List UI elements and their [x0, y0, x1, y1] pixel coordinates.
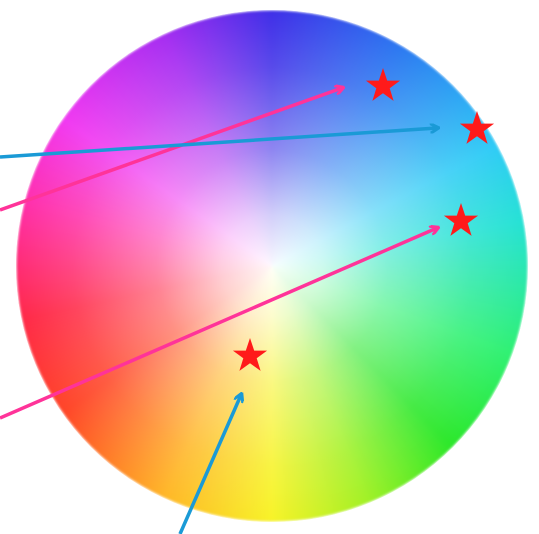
arrow-pink-upper — [0, 88, 342, 212]
star-right-upper — [459, 111, 495, 144]
color-wheel — [16, 10, 528, 522]
arrow-pink-lower — [0, 228, 437, 420]
arrow-blue-bottom — [178, 395, 241, 534]
star-top — [365, 68, 401, 101]
star-center — [232, 338, 268, 371]
arrow-blue-upper — [0, 128, 437, 159]
star-right-middle — [443, 203, 479, 236]
color-wheel-center-glow — [16, 10, 528, 522]
